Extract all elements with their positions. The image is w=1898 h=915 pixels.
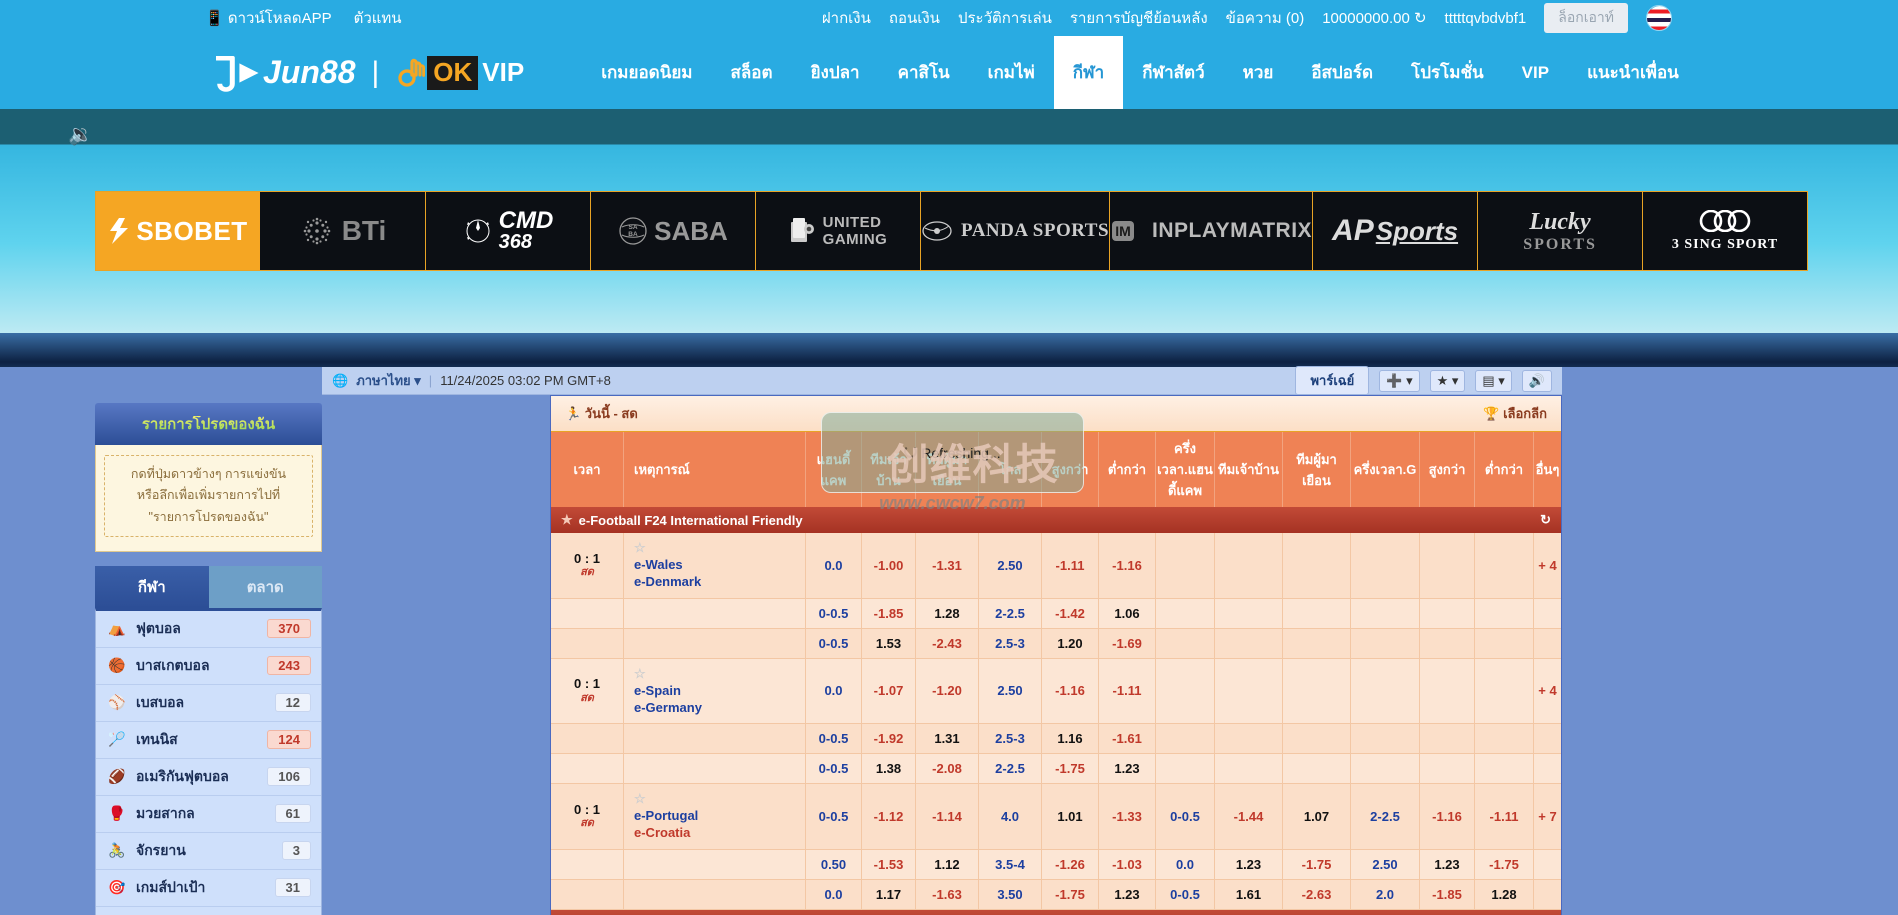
svg-text:SA: SA [629,224,638,231]
svg-text:IM: IM [1115,223,1131,239]
svg-text:BA: BA [628,231,638,238]
